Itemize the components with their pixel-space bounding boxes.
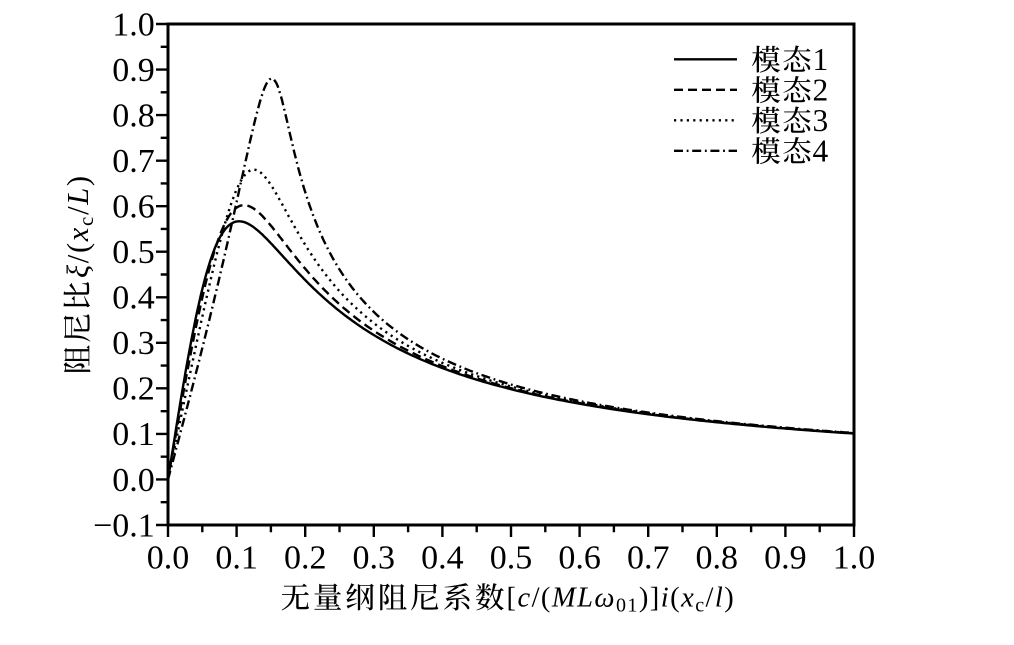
svg-text:0.2: 0.2	[112, 371, 155, 408]
svg-text:0.3: 0.3	[353, 540, 396, 577]
svg-text:0.6: 0.6	[558, 540, 601, 577]
svg-text:0.3: 0.3	[112, 325, 155, 362]
svg-text:0.9: 0.9	[764, 540, 807, 577]
svg-text:0.8: 0.8	[112, 97, 155, 134]
svg-text:0.0: 0.0	[147, 540, 190, 577]
svg-text:1.0: 1.0	[112, 6, 155, 43]
svg-text:0.1: 0.1	[215, 540, 258, 577]
svg-text:0.4: 0.4	[112, 280, 155, 317]
svg-text:0.2: 0.2	[284, 540, 327, 577]
svg-text:2: 2	[813, 73, 829, 108]
svg-text:0.7: 0.7	[112, 143, 155, 180]
svg-text:0.5: 0.5	[490, 540, 533, 577]
svg-text:ξ/(xc/L): ξ/(xc/L)	[61, 174, 98, 278]
svg-text:3: 3	[813, 103, 829, 138]
svg-text:0.4: 0.4	[421, 540, 464, 577]
svg-text:0.0: 0.0	[112, 462, 155, 499]
svg-text:0.8: 0.8	[696, 540, 739, 577]
svg-text:1.0: 1.0	[833, 540, 876, 577]
svg-text:0.5: 0.5	[112, 234, 155, 271]
svg-text:0.6: 0.6	[112, 189, 155, 226]
svg-text:0.9: 0.9	[112, 52, 155, 89]
svg-text:−0.1: −0.1	[93, 507, 155, 544]
svg-text:0.7: 0.7	[627, 540, 670, 577]
svg-text:4: 4	[813, 134, 829, 169]
svg-text:0.1: 0.1	[112, 416, 155, 453]
svg-text:1: 1	[813, 42, 829, 77]
